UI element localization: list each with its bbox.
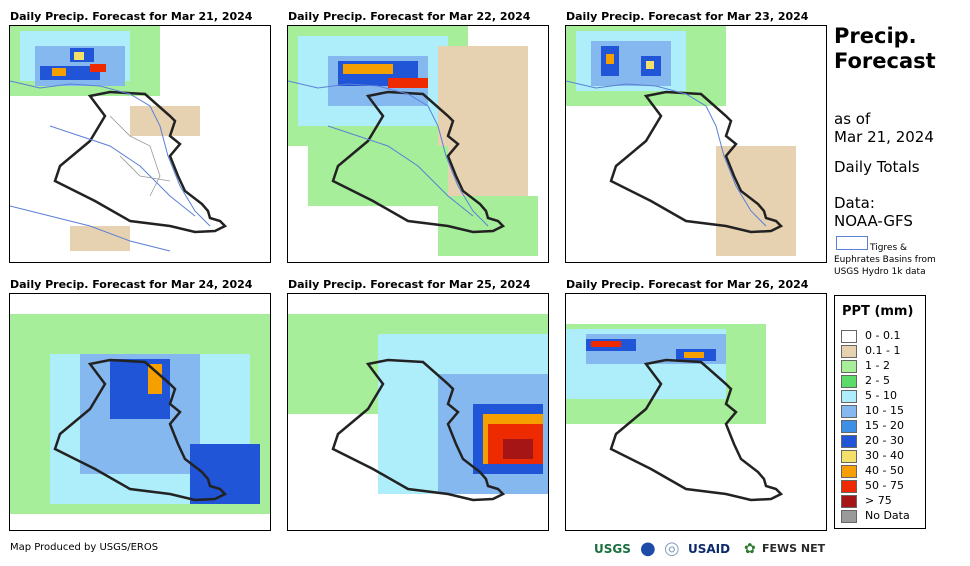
legend-label: 0.1 - 1 [865,344,901,357]
legend-label: 20 - 30 [865,434,904,447]
legend-swatch [841,345,857,358]
partner-logos: USGS ● ◎ USAID ✿ FEWS NET [594,538,830,560]
data-source: NOAA-GFS [834,212,913,230]
seal-icon: ◎ [664,538,680,559]
side-title-line1: Precip. [834,24,917,48]
legend-label: 2 - 5 [865,374,890,387]
noaa-icon: ● [640,538,656,559]
panel-title-mar22: Daily Precip. Forecast for Mar 22, 2024 [288,10,531,23]
legend-label: 15 - 20 [865,419,904,432]
side-title: Precip. Forecast [834,24,936,74]
basin-line3: USGS Hydro 1k data [834,267,926,277]
map-panel-mar23 [565,25,827,263]
legend-swatch [841,405,857,418]
legend-swatch [841,420,857,433]
side-title-line2: Forecast [834,49,936,73]
credit-text: Map Produced by USGS/EROS [10,542,159,553]
basin-rivers [288,80,489,227]
legend-label: 30 - 40 [865,449,904,462]
iraq-border [53,358,228,502]
legend-label: 50 - 75 [865,479,904,492]
panel-title-mar21: Daily Precip. Forecast for Mar 21, 2024 [10,10,253,23]
legend-swatch [841,450,857,463]
usgs-logo: USGS [594,542,631,556]
iraq-border [331,358,506,502]
iraq-border [609,358,784,502]
precip-layer [10,314,270,514]
legend-label: No Data [865,509,910,522]
fews-logo: FEWS NET [762,542,826,555]
data-label: Data: [834,194,875,212]
panel-title-mar25: Daily Precip. Forecast for Mar 25, 2024 [288,278,531,291]
basin-line1: Tigres & [870,243,908,253]
as-of-label: as of [834,110,871,128]
legend-swatch [841,465,857,478]
map-svg-mar23 [566,26,796,256]
iraq-border [609,90,784,234]
legend-swatch [841,390,857,403]
legend-swatch [841,360,857,373]
panel-title-mar26: Daily Precip. Forecast for Mar 26, 2024 [566,278,809,291]
legend-swatch [841,330,857,343]
map-panel-mar21 [9,25,271,263]
iraq-border [53,90,228,234]
legend-swatch [841,480,857,493]
map-panel-mar26 [565,293,827,531]
legend-label: > 75 [865,494,892,507]
iraq-border [331,90,506,234]
legend-title: PPT (mm) [842,304,914,319]
legend-swatch [841,510,857,523]
basin-rivers [566,80,767,227]
map-svg-mar24 [10,314,270,514]
basin-swatch [836,236,868,250]
ppt-legend: PPT (mm) 0 - 0.1 0.1 - 1 1 - 2 2 - 5 5 - 10 1… [834,295,926,529]
daily-totals: Daily Totals [834,158,920,176]
legend-label: 5 - 10 [865,389,897,402]
fews-icon: ✿ [744,541,756,557]
as-of-date: Mar 21, 2024 [834,128,934,146]
precip-layer [288,26,538,256]
map-svg-mar25 [288,314,548,502]
legend-label: 0 - 0.1 [865,329,901,342]
map-svg-mar21 [10,26,228,252]
map-panel-mar22 [287,25,549,263]
map-svg-mar26 [566,324,784,502]
basin-rivers [10,80,211,252]
legend-swatch [841,435,857,448]
legend-swatch [841,495,857,508]
precip-layer [566,324,766,424]
legend-label: 40 - 50 [865,464,904,477]
province-lines [109,115,171,197]
map-panel-mar24 [9,293,271,531]
legend-label: 1 - 2 [865,359,890,372]
panel-title-mar23: Daily Precip. Forecast for Mar 23, 2024 [566,10,809,23]
basin-note: Tigres & Euphrates Basins from USGS Hydr… [834,242,936,278]
panel-title-mar24: Daily Precip. Forecast for Mar 24, 2024 [10,278,253,291]
legend-swatch [841,375,857,388]
legend-label: 10 - 15 [865,404,904,417]
precip-layer [288,314,548,494]
basin-line2: Euphrates Basins from [834,255,936,265]
map-panel-mar25 [287,293,549,531]
map-svg-mar22 [288,26,538,256]
usaid-logo: USAID [688,542,731,556]
